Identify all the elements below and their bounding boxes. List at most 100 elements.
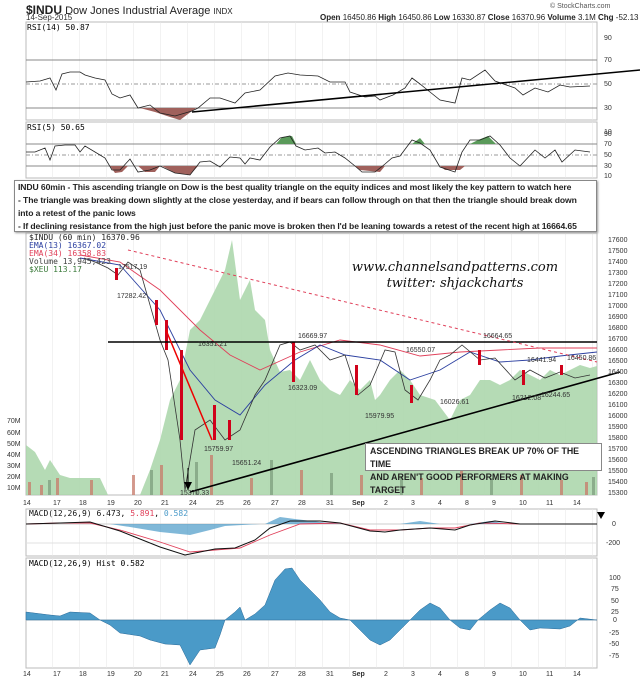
- svg-text:15500: 15500: [608, 468, 628, 475]
- svg-text:15400: 15400: [608, 479, 628, 486]
- svg-text:-50: -50: [609, 641, 619, 648]
- svg-text:15600: 15600: [608, 457, 628, 464]
- svg-text:10: 10: [604, 129, 612, 136]
- svg-text:30: 30: [604, 105, 612, 112]
- svg-text:28: 28: [298, 671, 306, 678]
- macd-hist-panel: MACD(12,26,9) Hist 0.582 100 75 50 25 0 …: [23, 557, 621, 678]
- svg-text:19: 19: [107, 500, 115, 507]
- svg-text:16600: 16600: [608, 347, 628, 354]
- svg-text:17: 17: [53, 500, 61, 507]
- svg-text:14: 14: [573, 671, 581, 678]
- svg-text:10: 10: [519, 671, 527, 678]
- x-axis-hist: 14 17 18 19 20 21 24 25 26 27 28 31 Sep …: [23, 671, 581, 678]
- svg-text:17000: 17000: [608, 303, 628, 310]
- svg-text:9: 9: [492, 671, 496, 678]
- svg-text:Sep: Sep: [352, 500, 365, 507]
- svg-text:26: 26: [243, 671, 251, 678]
- svg-text:EMA(34) 16358.83: EMA(34) 16358.83: [29, 249, 106, 258]
- svg-text:16550.07: 16550.07: [406, 347, 435, 354]
- svg-text:27: 27: [271, 671, 279, 678]
- svg-text:15651.24: 15651.24: [232, 460, 261, 467]
- svg-text:14: 14: [23, 500, 31, 507]
- svg-text:28: 28: [298, 500, 306, 507]
- svg-text:16664.65: 16664.65: [483, 333, 512, 340]
- svg-text:50M: 50M: [7, 441, 21, 448]
- svg-text:15759.97: 15759.97: [204, 446, 233, 453]
- svg-text:10: 10: [519, 500, 527, 507]
- svg-text:4: 4: [438, 500, 442, 507]
- svg-text:50: 50: [604, 81, 612, 88]
- svg-text:-75: -75: [609, 653, 619, 660]
- svg-text:$XEU 113.17: $XEU 113.17: [29, 265, 82, 274]
- chart-header: $INDU Dow Jones Industrial Average INDX …: [0, 0, 640, 22]
- svg-text:9: 9: [492, 500, 496, 507]
- svg-text:-25: -25: [609, 630, 619, 637]
- svg-text:31: 31: [326, 671, 334, 678]
- svg-text:15800: 15800: [608, 435, 628, 442]
- svg-text:16212.08: 16212.08: [512, 395, 541, 402]
- svg-text:16400: 16400: [608, 369, 628, 376]
- svg-text:0: 0: [612, 521, 616, 528]
- svg-text:3: 3: [411, 671, 415, 678]
- svg-text:15900: 15900: [608, 424, 628, 431]
- svg-text:21: 21: [161, 500, 169, 507]
- svg-text:70: 70: [604, 57, 612, 64]
- svg-text:16351.21: 16351.21: [198, 341, 227, 348]
- macd-label: MACD(12,26,9) 6.473, 5.891, 0.582: [29, 509, 188, 518]
- hist-label: MACD(12,26,9) Hist 0.582: [29, 559, 145, 568]
- svg-text:17100: 17100: [608, 292, 628, 299]
- svg-text:25: 25: [216, 500, 224, 507]
- svg-text:17200: 17200: [608, 281, 628, 288]
- svg-text:8: 8: [465, 500, 469, 507]
- svg-text:16300: 16300: [608, 380, 628, 387]
- triangle-note: ASCENDING TRIANGLES BREAK UP 70% OF THE …: [365, 443, 602, 495]
- rsi14-label: RSI(14) 50.87: [27, 23, 90, 32]
- svg-text:75: 75: [611, 586, 619, 593]
- rsi5-label: RSI(5) 50.65: [27, 123, 85, 132]
- svg-text:30M: 30M: [7, 463, 21, 470]
- svg-text:26: 26: [243, 500, 251, 507]
- svg-text:14: 14: [573, 500, 581, 507]
- svg-text:17400: 17400: [608, 259, 628, 266]
- svg-text:16200: 16200: [608, 391, 628, 398]
- svg-text:17600: 17600: [608, 237, 628, 244]
- svg-text:20: 20: [134, 500, 142, 507]
- svg-text:8: 8: [465, 671, 469, 678]
- svg-text:18: 18: [79, 500, 87, 507]
- chart-date: 14-Sep-2015: [26, 13, 73, 22]
- svg-text:10M: 10M: [7, 485, 21, 492]
- copyright: © StockCharts.com: [550, 3, 611, 10]
- svg-text:16669.97: 16669.97: [298, 333, 327, 340]
- svg-text:27: 27: [271, 500, 279, 507]
- svg-text:50: 50: [604, 152, 612, 159]
- svg-text:16900: 16900: [608, 314, 628, 321]
- symbol-title: $INDU Dow Jones Industrial Average INDX: [26, 3, 233, 17]
- x-axis-price: 14 17 18 19 20 21 24 25 26 27 28 31 Sep …: [23, 500, 581, 507]
- svg-text:30: 30: [604, 163, 612, 170]
- rsi14-panel: RSI(14) 50.87 90 70 50 30 10: [25, 21, 640, 136]
- macd-panel: MACD(12,26,9) 6.473, 5.891, 0.582 0 -200: [25, 508, 620, 557]
- svg-text:90: 90: [604, 131, 612, 138]
- svg-text:70M: 70M: [7, 418, 21, 425]
- svg-text:16441.94: 16441.94: [527, 357, 556, 364]
- svg-text:Sep: Sep: [352, 671, 365, 678]
- svg-text:16244.65: 16244.65: [541, 392, 570, 399]
- svg-text:Volume 13,945,423: Volume 13,945,423: [29, 257, 111, 266]
- price-legend: $INDU (60 min) 16370.96: [29, 233, 140, 242]
- svg-text:15979.95: 15979.95: [365, 413, 394, 420]
- svg-text:0: 0: [613, 617, 617, 624]
- svg-text:20M: 20M: [7, 474, 21, 481]
- svg-text:20: 20: [134, 671, 142, 678]
- svg-text:50: 50: [611, 598, 619, 605]
- svg-text:40M: 40M: [7, 452, 21, 459]
- svg-text:4: 4: [438, 671, 442, 678]
- svg-text:17282.42: 17282.42: [117, 293, 146, 300]
- svg-text:19: 19: [107, 671, 115, 678]
- svg-text:15300: 15300: [608, 490, 628, 497]
- svg-text:100: 100: [609, 575, 621, 582]
- svg-text:21: 21: [161, 671, 169, 678]
- analysis-note: INDU 60min - This ascending triangle on …: [14, 180, 597, 232]
- svg-text:16026.61: 16026.61: [440, 399, 469, 406]
- svg-text:60M: 60M: [7, 430, 21, 437]
